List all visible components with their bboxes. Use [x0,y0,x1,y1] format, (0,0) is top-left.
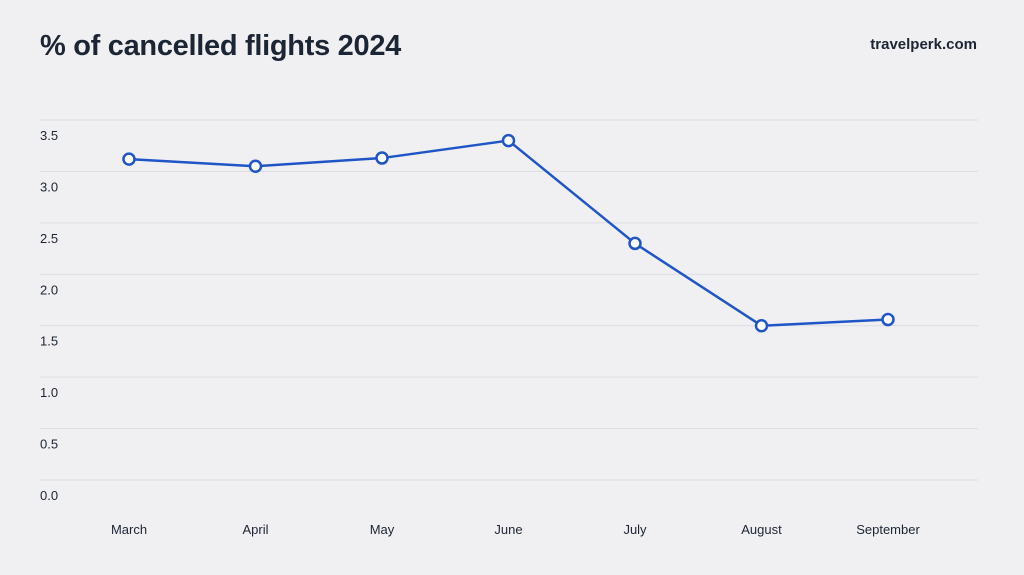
x-tick-label: September [856,522,920,537]
x-tick-label: June [494,522,522,537]
data-point [375,151,389,165]
data-point [754,318,769,333]
chart-title: % of cancelled flights 2024 [40,30,401,62]
y-tick-label: 0.5 [40,437,58,452]
y-tick-label: 1.0 [40,385,58,400]
x-tick-label: August [741,522,782,537]
y-tick-label: 0.0 [40,488,58,503]
x-tick-label: May [370,522,395,537]
data-point [628,236,642,251]
data-point [881,312,895,327]
data-point [501,133,516,148]
data-point [122,152,136,166]
brand-label: travelperk.com [870,36,977,53]
x-axis-ticks: March April May June July August September [111,522,921,537]
x-tick-label: April [242,522,268,537]
data-point [248,159,263,174]
series-line [128,139,889,327]
y-axis-ticks: 0.0 0.5 1.0 1.5 2.0 2.5 3.0 3.5 [40,128,58,503]
grid-lines [40,119,978,481]
series [122,133,895,333]
x-tick-label: March [111,522,147,537]
y-tick-label: 2.5 [40,231,58,246]
y-tick-label: 3.0 [40,179,58,194]
y-tick-label: 1.5 [40,334,58,349]
y-tick-label: 3.5 [40,128,58,143]
y-tick-label: 2.0 [40,282,58,297]
x-tick-label: July [623,522,647,537]
